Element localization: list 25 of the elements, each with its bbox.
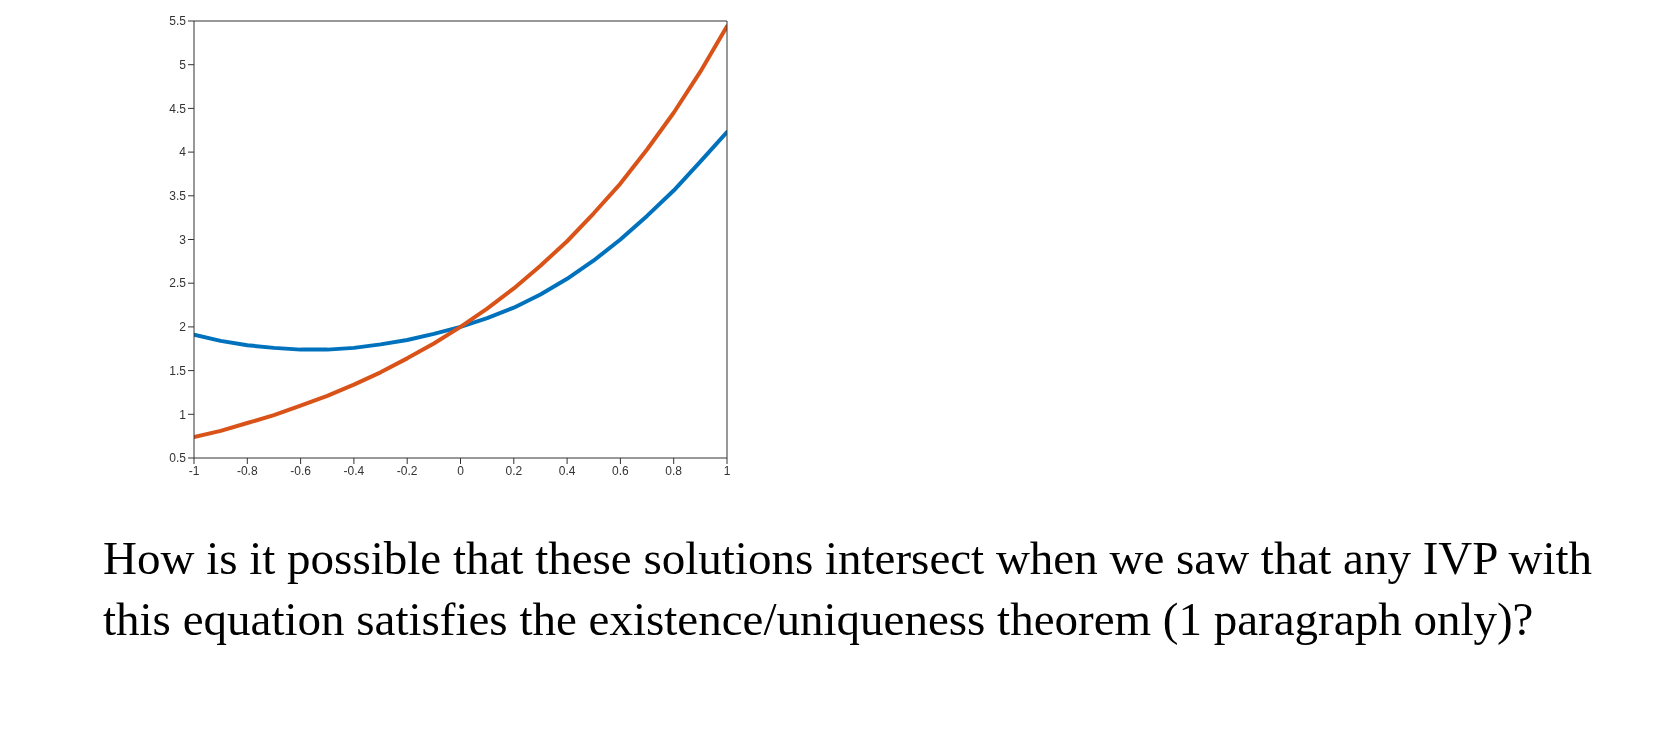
x-tick-label: 0.8 — [665, 463, 683, 478]
y-tick-label: 0.5 — [169, 451, 187, 466]
y-tick-label: 1.5 — [169, 363, 187, 378]
x-tick-label: 0.2 — [505, 463, 523, 478]
x-tick-label: -0.2 — [396, 463, 418, 478]
y-tick-label: 4 — [179, 145, 187, 160]
x-tick-label: 0.4 — [558, 463, 576, 478]
y-tick-label: 5 — [179, 57, 187, 72]
x-tick-label: -0.4 — [343, 463, 365, 478]
line-series — [194, 130, 727, 352]
y-tick-label: 1 — [179, 407, 187, 422]
x-tick-label: -1 — [188, 463, 200, 478]
y-tick-label: 3.5 — [169, 189, 187, 204]
x-tick-label: 1 — [723, 463, 731, 478]
x-tick-label: -0.6 — [290, 463, 312, 478]
y-tick-label: 2.5 — [169, 276, 187, 291]
y-tick-label: 4.5 — [169, 101, 187, 116]
line-series — [194, 24, 727, 440]
y-tick-label: 3 — [179, 232, 187, 247]
x-tick-label: 0.6 — [612, 463, 630, 478]
y-tick-label: 5.5 — [169, 14, 187, 29]
y-tick-label: 2 — [179, 320, 187, 335]
x-tick-label: -0.8 — [236, 463, 258, 478]
x-tick-label: 0 — [457, 463, 465, 478]
text: How is it possible that these solutions intersect when we saw that any IVP with this equation satisfies the existence/uniqueness theorem (1 paragraph only)? — [103, 531, 1593, 648]
